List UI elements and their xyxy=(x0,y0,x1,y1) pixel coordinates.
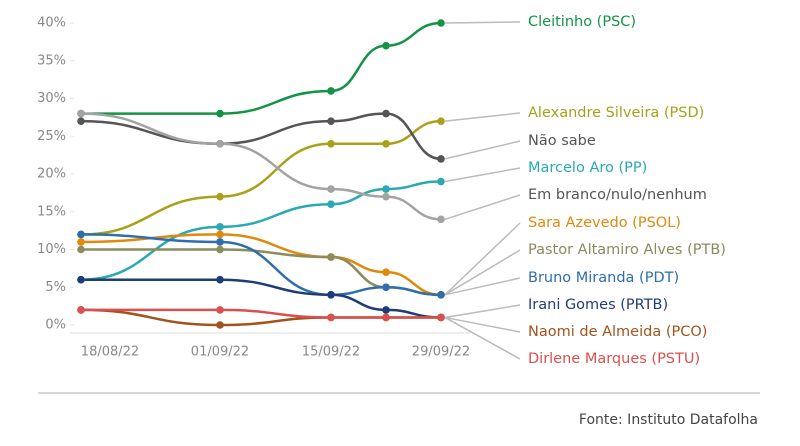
point xyxy=(77,230,85,239)
y-tick-label: 0% xyxy=(45,318,66,333)
point xyxy=(437,291,445,299)
point xyxy=(327,117,335,125)
legend-label: Em branco/nulo/nenhum xyxy=(528,187,707,203)
series-line xyxy=(80,112,442,221)
legend-label: Irani Gomes (PRTB) xyxy=(528,297,668,313)
point xyxy=(437,177,445,186)
point xyxy=(77,117,85,125)
point xyxy=(216,275,224,284)
legend-label: Marcelo Aro (PP) xyxy=(528,160,647,176)
y-tick-label: 15% xyxy=(37,204,66,219)
series-line xyxy=(80,112,442,161)
series-line xyxy=(80,233,442,297)
point xyxy=(382,192,390,201)
point xyxy=(327,313,335,322)
point xyxy=(216,306,224,314)
point xyxy=(77,245,85,254)
series-line xyxy=(81,21,442,115)
point xyxy=(382,283,390,292)
x-tick-label: 01/09/22 xyxy=(191,345,249,360)
point xyxy=(216,321,224,329)
series-line xyxy=(80,233,442,297)
series-line xyxy=(80,119,442,236)
legend-label: Não sabe xyxy=(528,133,596,149)
point xyxy=(216,192,224,201)
y-tick-label: 40% xyxy=(37,16,66,31)
y-tick-label: 25% xyxy=(37,129,66,144)
series-line xyxy=(81,278,442,319)
legend-connector xyxy=(444,140,521,160)
legend-connector xyxy=(444,304,521,319)
legend-label: Pastor Altamiro Alves (PTB) xyxy=(528,242,726,258)
point xyxy=(382,109,390,118)
point xyxy=(437,117,445,125)
point xyxy=(216,245,224,254)
point xyxy=(77,109,85,118)
point xyxy=(382,185,390,193)
legend-connector xyxy=(444,277,521,296)
point xyxy=(327,87,335,95)
y-tick-label: 10% xyxy=(37,242,66,257)
point xyxy=(77,275,85,284)
point xyxy=(327,200,335,208)
point xyxy=(216,223,224,231)
point xyxy=(327,291,335,299)
point xyxy=(77,306,85,314)
y-tick-label: 20% xyxy=(37,167,66,182)
point xyxy=(382,41,390,50)
point xyxy=(437,215,445,224)
point xyxy=(382,140,390,148)
legend-connector xyxy=(444,112,521,122)
point xyxy=(327,253,335,261)
point xyxy=(437,155,445,163)
legend-connector xyxy=(444,316,521,360)
point xyxy=(437,313,445,322)
legend-connector xyxy=(444,249,521,296)
legend-connector xyxy=(444,194,521,221)
legend-label: Sara Azevedo (PSOL) xyxy=(528,215,681,231)
point xyxy=(327,185,335,193)
x-tick-label: 15/09/22 xyxy=(302,345,360,360)
point xyxy=(382,306,390,314)
point xyxy=(382,313,390,322)
point xyxy=(77,238,85,246)
legend-connector xyxy=(444,21,521,24)
legend-label: Dirlene Marques (PSTU) xyxy=(528,351,700,367)
series-line xyxy=(80,308,441,319)
point xyxy=(327,140,335,148)
point xyxy=(216,109,224,118)
y-tick-label: 5% xyxy=(45,280,66,295)
legend-connector xyxy=(444,316,521,333)
x-tick-label: 29/09/22 xyxy=(412,345,470,360)
legend-label: Cleitinho (PSC) xyxy=(528,14,636,30)
legend-connector xyxy=(444,167,521,183)
point xyxy=(216,230,224,239)
legend-label: Naomi de Almeida (PCO) xyxy=(528,324,707,340)
point xyxy=(437,19,445,27)
point xyxy=(382,268,390,276)
legend-label: Bruno Miranda (PDT) xyxy=(528,270,679,286)
legend-connector xyxy=(444,222,521,296)
point xyxy=(216,238,224,246)
x-tick-label: 18/08/22 xyxy=(81,345,139,360)
source: Fonte: Instituto Datafolha xyxy=(579,412,758,428)
y-tick-label: 30% xyxy=(37,91,66,106)
point xyxy=(216,140,224,148)
y-tick-label: 35% xyxy=(37,53,66,68)
legend-label: Alexandre Silveira (PSD) xyxy=(528,105,704,121)
